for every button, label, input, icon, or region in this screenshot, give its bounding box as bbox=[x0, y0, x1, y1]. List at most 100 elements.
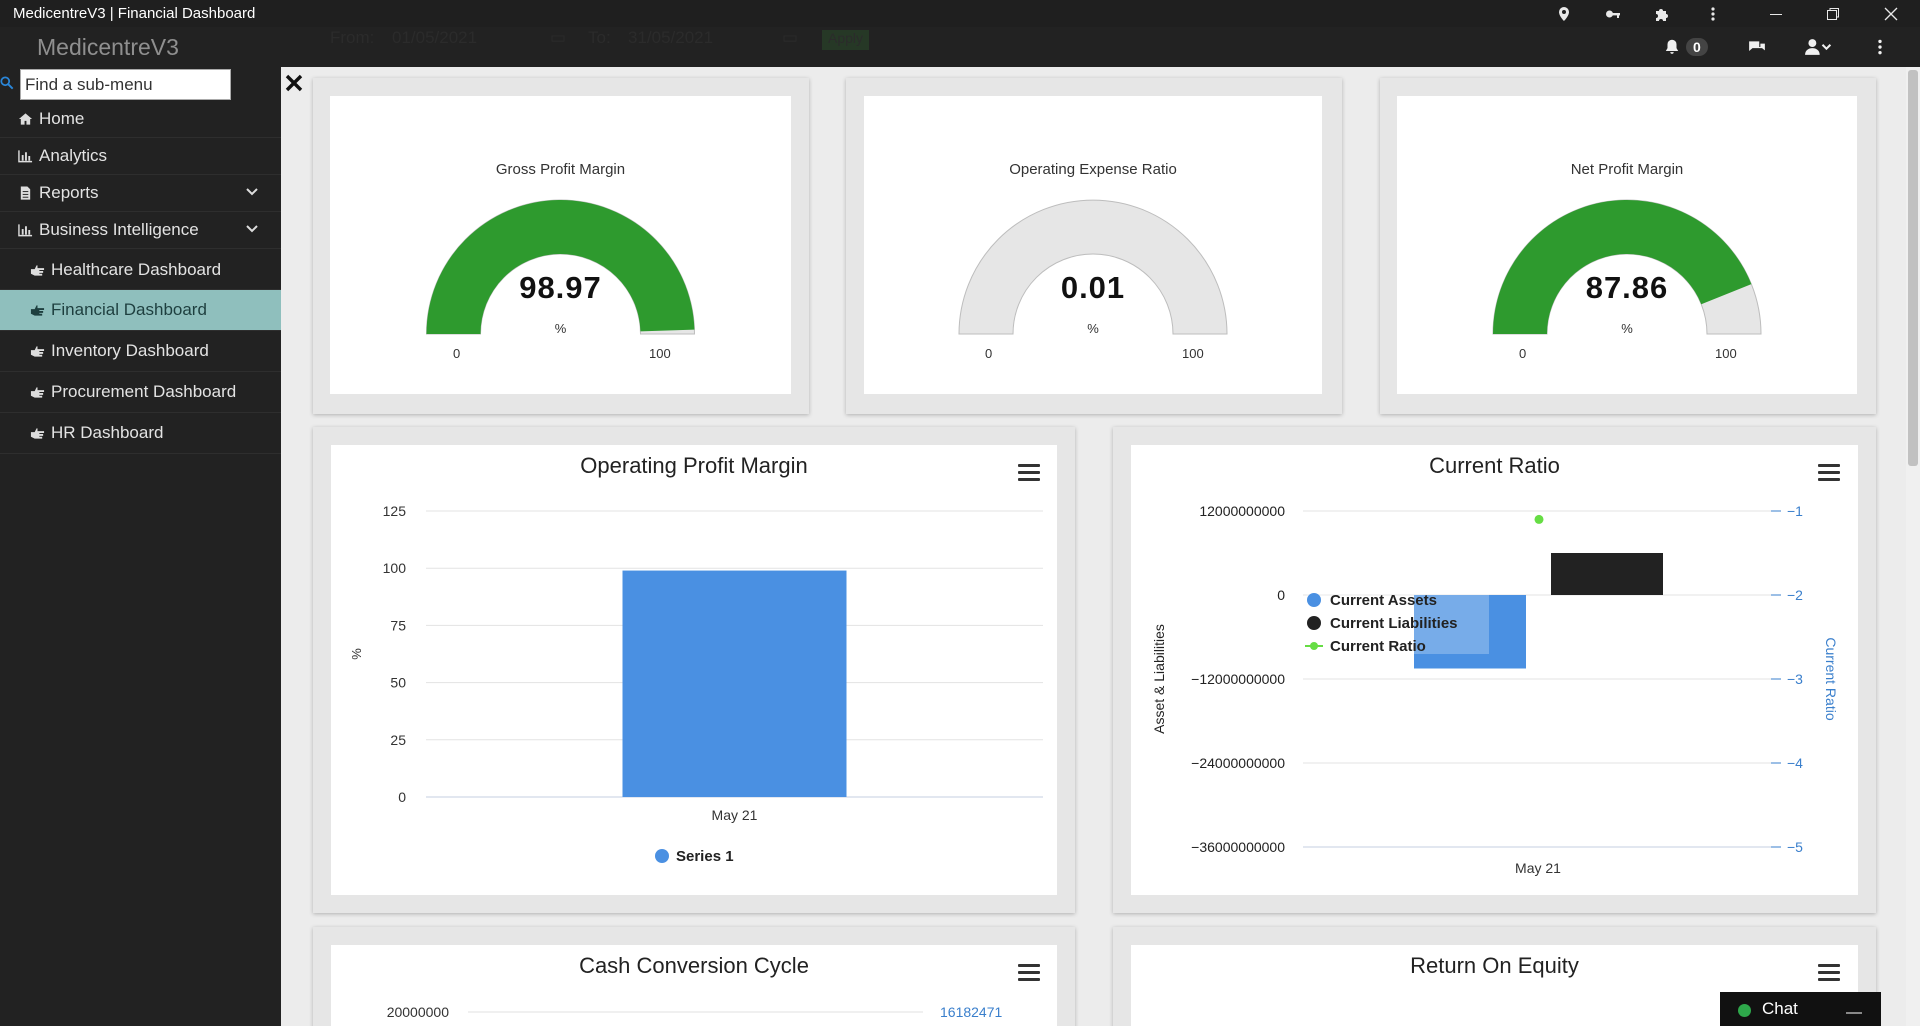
gauge-max-label: 100 bbox=[1715, 346, 1737, 361]
more-vertical-menu-icon[interactable] bbox=[1867, 35, 1893, 59]
gauge-unit: % bbox=[1087, 321, 1099, 336]
calendar-to-icon[interactable]: ▭ bbox=[782, 28, 799, 47]
bar-current-assets bbox=[1414, 595, 1526, 669]
sidebar-item-healthcare-dashboard[interactable]: Healthcare Dashboard bbox=[0, 250, 281, 290]
gauge-value: 98.97 bbox=[519, 270, 602, 305]
sidebar-item-label: Healthcare Dashboard bbox=[51, 259, 222, 279]
gauge-min-label: 0 bbox=[453, 346, 461, 361]
chart-title: Current Ratio bbox=[1429, 453, 1560, 478]
legend-box bbox=[1307, 584, 1489, 654]
chart-menu-icon[interactable] bbox=[1818, 964, 1840, 982]
y-axis-label: % bbox=[349, 648, 364, 660]
gauge-card-operating-expense-ratio: Operating Expense Ratio 0.01 % 0 100 bbox=[846, 78, 1342, 414]
gauge-min-label: 0 bbox=[985, 346, 993, 361]
key-icon[interactable] bbox=[1602, 3, 1624, 25]
gauge-max-label: 100 bbox=[1182, 346, 1204, 361]
gauge-value: 87.86 bbox=[1585, 270, 1669, 305]
sidebar-item-label: Home bbox=[39, 109, 85, 128]
app-navbar bbox=[0, 27, 1920, 67]
close-icon[interactable] bbox=[1880, 3, 1902, 25]
sidebar-item-hr-dashboard[interactable]: HR Dashboard bbox=[0, 413, 281, 454]
sidebar-item-procurement-dashboard[interactable]: Procurement Dashboard bbox=[0, 372, 281, 413]
close-sidebar-icon[interactable] bbox=[283, 72, 305, 94]
chart-title: Cash Conversion Cycle bbox=[579, 953, 809, 978]
calendar-from-icon[interactable]: ▭ bbox=[550, 28, 567, 47]
chevron-down-icon[interactable] bbox=[246, 224, 258, 234]
filter-from-input[interactable]: 01/05/2021 bbox=[392, 28, 478, 47]
gauge-value: 0.01 bbox=[1060, 270, 1126, 305]
legend-marker bbox=[1307, 593, 1321, 607]
gauge-title: Net Profit Margin bbox=[1570, 161, 1684, 178]
puzzle-icon[interactable] bbox=[1651, 3, 1673, 25]
y-tick-label: 0 bbox=[1277, 587, 1285, 603]
hand-point-right-icon bbox=[30, 343, 48, 359]
y-right-tick-label: −3 bbox=[1787, 671, 1803, 687]
sidebar-item-inventory-dashboard[interactable]: Inventory Dashboard bbox=[0, 331, 281, 372]
x-tick-label: May 21 bbox=[1515, 860, 1561, 876]
bar-chart-icon bbox=[18, 222, 36, 238]
chart-card-operating-profit-margin: Operating Profit Margin 0 25 50 75 100 125% Ma… bbox=[313, 427, 1075, 913]
filter-to-input[interactable]: 31/05/2021 bbox=[628, 28, 714, 47]
sidebar-item-label: Analytics bbox=[39, 146, 108, 165]
gauge-min-label: 0 bbox=[1519, 346, 1527, 361]
more-vertical-icon[interactable] bbox=[1702, 3, 1724, 25]
location-icon[interactable] bbox=[1553, 3, 1575, 25]
x-tick-label: May 21 bbox=[712, 807, 758, 823]
chat-bubbles-icon[interactable] bbox=[1744, 35, 1770, 59]
chart-title: Return On Equity bbox=[1410, 953, 1579, 978]
y-tick-label: 125 bbox=[383, 503, 407, 519]
chart-panel: Cash Conversion Cycle 20000000 16182471 bbox=[331, 945, 1057, 1026]
chart-card-cash-conversion-cycle: Cash Conversion Cycle 20000000 16182471 bbox=[313, 927, 1075, 1026]
gauge-chart bbox=[1492, 199, 1762, 335]
gauge-fill bbox=[426, 200, 695, 334]
y-tick-label: −12000000000 bbox=[1191, 671, 1285, 687]
minimize-chat-icon[interactable] bbox=[1846, 1012, 1862, 1014]
sidebar-item-label: HR Dashboard bbox=[51, 423, 164, 442]
y-right-tick-label: −4 bbox=[1787, 755, 1803, 771]
search-input[interactable] bbox=[20, 69, 231, 100]
gauge-unit: % bbox=[1621, 321, 1633, 336]
y-tick-label: 100 bbox=[383, 560, 407, 576]
sidebar-item-financial-dashboard[interactable]: Financial Dashboard bbox=[0, 290, 281, 331]
window-title: MedicentreV3 | Financial Dashboard bbox=[13, 5, 256, 22]
sidebar-item-home[interactable]: Home bbox=[0, 101, 281, 138]
current-ratio-point bbox=[1534, 514, 1544, 524]
gauge-unit: % bbox=[554, 321, 567, 336]
notification-badge: 0 bbox=[1686, 38, 1708, 56]
window-title-bar: MedicentreV3 | Financial Dashboard bbox=[0, 0, 1920, 27]
y-tick-label: 75 bbox=[390, 617, 406, 633]
gauge-panel: Gross Profit Margin 98.97 % 0 100 bbox=[330, 96, 791, 394]
filter-to-label: To: bbox=[588, 28, 611, 47]
y-tick-label: −24000000000 bbox=[1191, 755, 1285, 771]
chart-panel: Current Ratio 12000000000 0 −12000000000 −2… bbox=[1131, 445, 1858, 895]
sidebar-item-analytics[interactable]: Analytics bbox=[0, 138, 281, 175]
combo-chart: 12000000000 0 −12000000000 −24000000000 −360… bbox=[1151, 503, 1839, 876]
y-tick-label: −36000000000 bbox=[1191, 839, 1285, 855]
gauge-max-label: 100 bbox=[649, 346, 671, 361]
search-icon bbox=[0, 76, 16, 92]
sidebar-item-reports[interactable]: Reports bbox=[0, 175, 281, 212]
online-status-dot bbox=[1738, 1004, 1751, 1017]
gauge-title: Operating Expense Ratio bbox=[1009, 161, 1177, 178]
sidebar-search bbox=[0, 68, 281, 101]
user-menu-icon[interactable] bbox=[1800, 35, 1836, 59]
sidebar-item-label: Inventory Dashboard bbox=[51, 341, 209, 360]
legend-label: Current Liabilities bbox=[1330, 615, 1458, 632]
restore-icon[interactable] bbox=[1822, 3, 1844, 25]
sidebar-item-business-intelligence[interactable]: Business Intelligence bbox=[0, 212, 281, 249]
chart-menu-icon[interactable] bbox=[1018, 464, 1040, 482]
apply-button[interactable]: Apply bbox=[822, 30, 870, 50]
chat-widget[interactable]: Chat bbox=[1720, 992, 1881, 1026]
chart-card-current-ratio: Current Ratio 12000000000 0 −12000000000 −2… bbox=[1113, 427, 1876, 913]
hand-point-right-icon bbox=[30, 262, 48, 278]
chevron-down-icon[interactable] bbox=[246, 187, 258, 197]
hand-point-right-icon bbox=[30, 302, 48, 318]
bar-chart: 0 25 50 75 100 125% May 21 Series 1 bbox=[349, 503, 1043, 865]
brand-logo[interactable]: MedicentreV3 bbox=[37, 34, 179, 60]
chart-menu-icon[interactable] bbox=[1018, 964, 1040, 982]
legend-marker bbox=[1310, 642, 1318, 650]
page-scrollbar-thumb[interactable] bbox=[1908, 70, 1918, 466]
chart-menu-icon[interactable] bbox=[1818, 464, 1840, 482]
bell-icon[interactable] bbox=[1659, 35, 1685, 59]
minimize-icon[interactable] bbox=[1765, 3, 1787, 25]
